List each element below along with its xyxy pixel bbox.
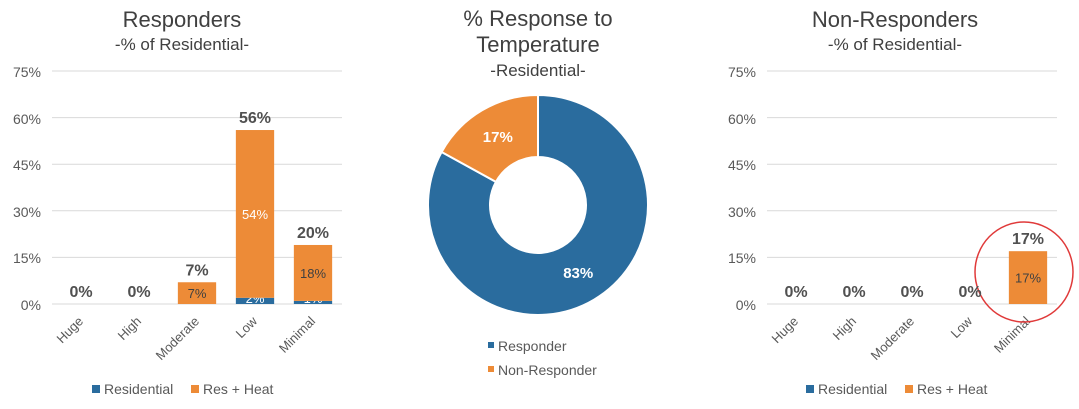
total-label: 0% [900, 284, 923, 301]
y-tick-label: 0% [736, 297, 756, 313]
y-tick-label: 45% [728, 157, 756, 173]
legend-label: Non-Responder [498, 362, 597, 378]
gridlines [767, 70, 1057, 305]
x-tick-label: Low [233, 313, 261, 341]
legend-swatch-residential [806, 385, 814, 393]
chart-legend: Responder Non-Responder [488, 338, 597, 378]
total-label: 17% [1012, 231, 1044, 248]
y-tick-label: 75% [728, 64, 756, 80]
chart-legend: Residential Res + Heat [806, 381, 988, 397]
total-label: 7% [185, 262, 208, 279]
legend-swatch-res-heat [191, 385, 199, 393]
response-donut-chart: % Response to Temperature -Residential- … [427, 6, 649, 378]
chart-subtitle: -% of Residential- [828, 35, 962, 54]
bar-residential [235, 297, 275, 304]
y-tick-label: 30% [13, 204, 41, 220]
x-tick-label: Huge [769, 314, 802, 347]
y-tick-label: 60% [13, 111, 41, 127]
data-label: 7% [188, 286, 207, 301]
legend-label: Res + Heat [203, 381, 274, 397]
legend-swatch-residential [92, 385, 100, 393]
total-label: 0% [958, 284, 981, 301]
x-tick-label: Minimal [276, 313, 318, 355]
y-tick-label: 0% [21, 297, 41, 313]
legend-swatch-res-heat [905, 385, 913, 393]
chart-legend: Residential Res + Heat [92, 381, 274, 397]
responders-chart: Responders -% of Residential- 75% 60% 45… [13, 7, 342, 397]
chart-title: Responders [123, 7, 242, 32]
legend-label: Res + Heat [917, 381, 988, 397]
donut-slice-responder [427, 93, 649, 316]
data-label: 54% [242, 207, 268, 222]
total-label: 0% [69, 284, 92, 301]
gridlines [52, 70, 342, 305]
x-tick-label: High [830, 314, 860, 344]
bar-res-heat [235, 130, 275, 298]
x-tick-label: Low [948, 313, 976, 341]
legend-swatch-non-responder [488, 366, 494, 372]
donut-label: 83% [563, 265, 593, 282]
y-tick-label: 60% [728, 111, 756, 127]
y-tick-label: 30% [728, 204, 756, 220]
bar-res-heat [293, 244, 333, 301]
y-tick-label: 15% [728, 250, 756, 266]
x-tick-label: Huge [54, 314, 87, 347]
bar-residential [293, 300, 333, 304]
donut-slice-non-responder [440, 93, 539, 184]
legend-label: Responder [498, 338, 567, 354]
total-label: 0% [784, 284, 807, 301]
total-label: 20% [297, 225, 329, 242]
chart-title: Non-Responders [812, 7, 978, 32]
legend-label: Residential [104, 381, 173, 397]
data-label: 18% [300, 266, 326, 281]
y-tick-label: 45% [13, 157, 41, 173]
donut-label: 17% [483, 129, 513, 146]
legend-label: Residential [818, 381, 887, 397]
total-label: 0% [127, 284, 150, 301]
total-label: 0% [842, 284, 865, 301]
non-responders-chart: Non-Responders -% of Residential- 75% 60… [728, 7, 1074, 397]
legend-swatch-responder [488, 342, 494, 348]
x-tick-label: Minimal [991, 313, 1033, 355]
data-label: 17% [1015, 271, 1041, 286]
x-tick-label: Moderate [153, 314, 202, 363]
bar-res-heat [177, 282, 217, 304]
chart-subtitle: -% of Residential- [115, 35, 249, 54]
x-tick-label: Moderate [868, 314, 917, 363]
y-tick-label: 15% [13, 250, 41, 266]
x-tick-label: High [115, 314, 145, 344]
bar-res-heat [1008, 251, 1048, 304]
chart-title-line: Temperature [476, 32, 600, 57]
chart-subtitle: -Residential- [490, 61, 585, 80]
y-tick-label: 75% [13, 64, 41, 80]
total-label: 56% [239, 110, 271, 127]
highlight-circle [974, 221, 1074, 323]
chart-title-line: % Response to [463, 6, 612, 31]
